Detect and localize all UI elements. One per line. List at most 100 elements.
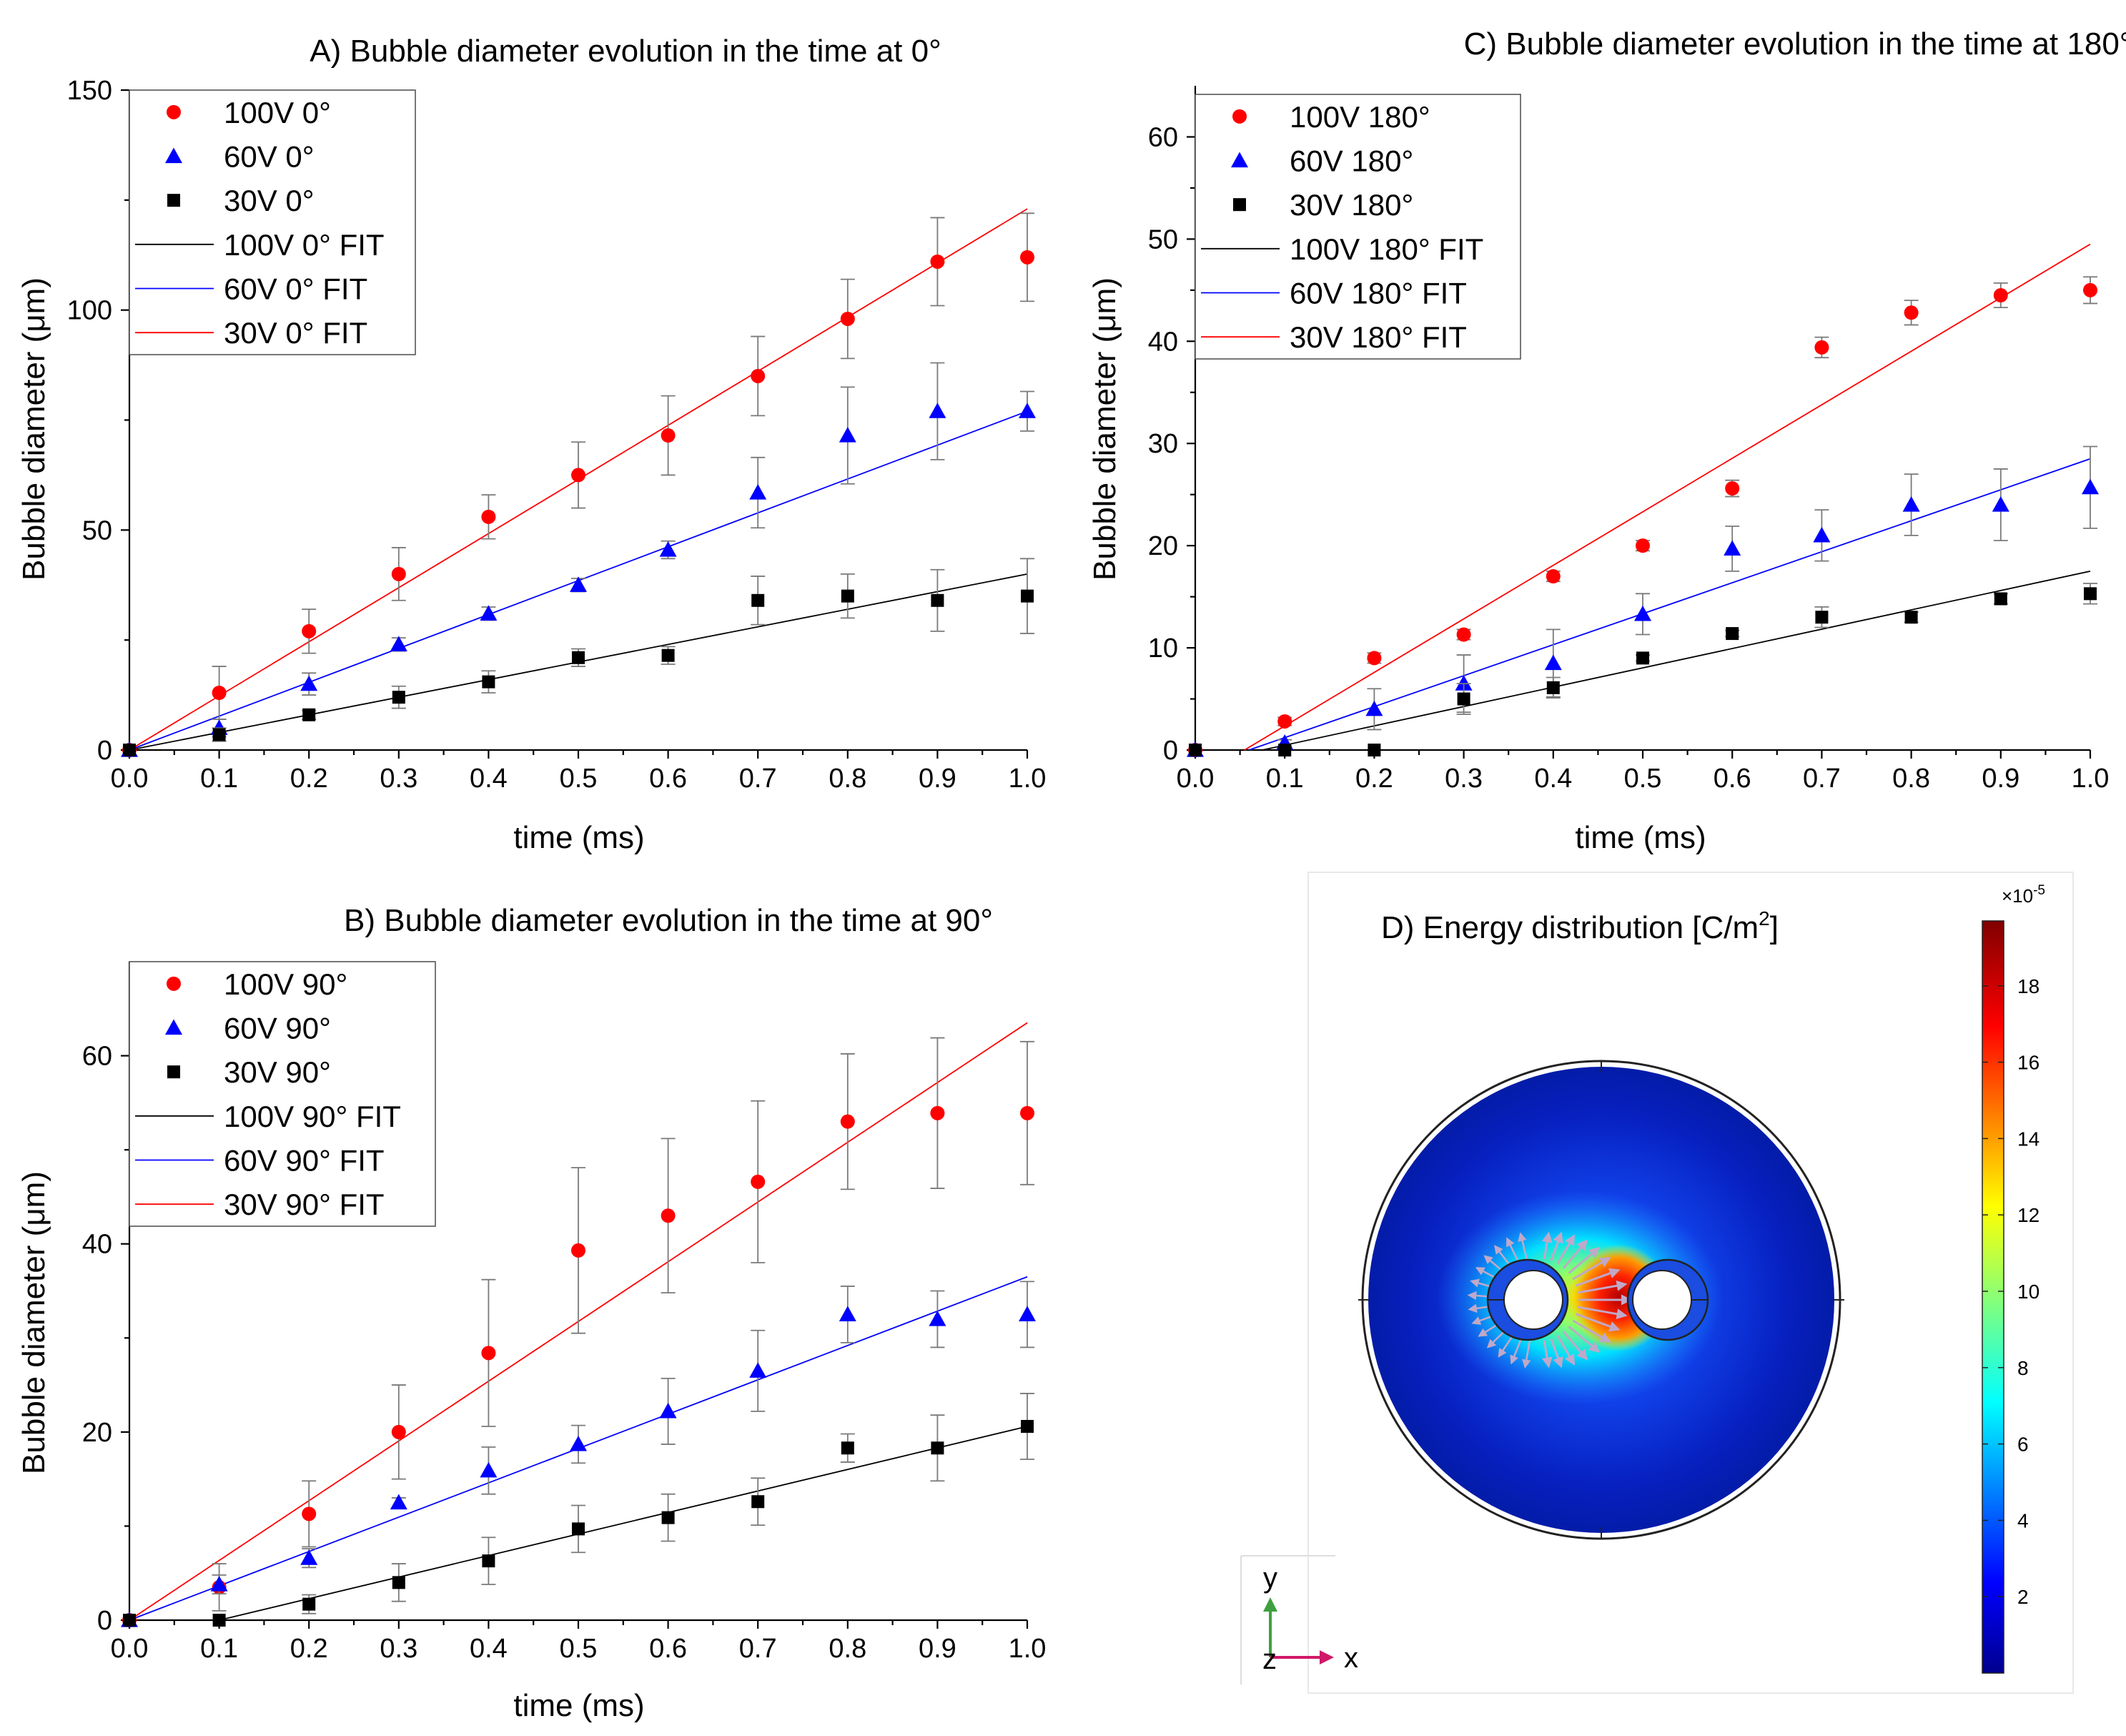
colorbar-tick-label: 8 bbox=[2017, 1357, 2029, 1379]
data-point bbox=[839, 427, 856, 443]
data-point bbox=[1636, 651, 1649, 665]
chart-title: A) Bubble diameter evolution in the time… bbox=[310, 34, 941, 69]
x-tick-label: 0.4 bbox=[470, 1634, 508, 1664]
data-point bbox=[1546, 681, 1560, 694]
x-tick-label: 0.7 bbox=[1803, 764, 1841, 794]
x-axis-name: x bbox=[1344, 1642, 1358, 1674]
data-point bbox=[123, 744, 136, 756]
x-tick-label: 0.0 bbox=[1177, 764, 1215, 794]
legend-label: 30V 90° FIT bbox=[224, 1188, 385, 1221]
field-arrow bbox=[1563, 1331, 1588, 1361]
data-point bbox=[751, 1174, 766, 1189]
x-tick-label: 0.8 bbox=[829, 1634, 866, 1664]
colorbar-tick-label: 18 bbox=[2017, 975, 2040, 997]
x-axis-label: time (ms) bbox=[513, 1688, 644, 1723]
y-tick-label: 50 bbox=[1148, 225, 1178, 255]
x-tick-label: 0.0 bbox=[111, 1634, 149, 1664]
data-point bbox=[482, 1554, 495, 1568]
legend-label: 60V 90° FIT bbox=[224, 1144, 385, 1178]
data-points bbox=[121, 212, 1036, 757]
y-tick-label: 150 bbox=[67, 76, 112, 106]
x-axis-label: time (ms) bbox=[1575, 820, 1706, 855]
data-point bbox=[1546, 569, 1561, 584]
data-point bbox=[1189, 744, 1202, 756]
y-tick-label: 60 bbox=[1148, 122, 1178, 152]
data-point bbox=[1813, 526, 1831, 543]
data-point bbox=[1367, 651, 1382, 666]
x-tick-label: 0.4 bbox=[1534, 764, 1572, 794]
legend-label: 100V 0° FIT bbox=[224, 228, 385, 262]
data-point bbox=[1021, 589, 1034, 603]
data-points bbox=[121, 1037, 1036, 1627]
fit-lines bbox=[1244, 243, 2091, 751]
data-point bbox=[841, 1441, 854, 1455]
data-point bbox=[751, 593, 765, 607]
y-tick-label: 40 bbox=[1148, 327, 1178, 357]
chart-axes: 0.0 0.1 0.2 0.3 0.4 0.5 0.6 0.7 0.8 0.9 1.0 0 10 20 30… bbox=[1148, 86, 2109, 794]
field-arrow bbox=[1575, 1268, 1621, 1287]
data-point bbox=[840, 1114, 855, 1129]
field-arrow bbox=[1575, 1313, 1621, 1332]
data-point bbox=[123, 1614, 136, 1627]
x-axis-label: time (ms) bbox=[513, 820, 644, 855]
field-arrow bbox=[1563, 1239, 1588, 1269]
data-point bbox=[302, 708, 316, 721]
data-point bbox=[840, 311, 855, 326]
data-point bbox=[2084, 587, 2097, 601]
legend-marker bbox=[1233, 198, 1246, 212]
colorbar-tick-label: 6 bbox=[2017, 1434, 2029, 1456]
field-arrow bbox=[1506, 1237, 1520, 1263]
data-point bbox=[481, 509, 496, 524]
chart-legend: 100V 90° 60V 90° 30V 90° 100V 90° FIT 60V 90… bbox=[129, 961, 436, 1227]
data-point bbox=[1020, 250, 1034, 265]
colorbar-tick-label: 16 bbox=[2017, 1052, 2040, 1074]
chart-title: B) Bubble diameter evolution in the time… bbox=[344, 903, 993, 938]
data-point bbox=[749, 1362, 767, 1378]
legend-label: 60V 180° bbox=[1290, 144, 1413, 178]
data-point bbox=[1021, 1419, 1034, 1433]
data-point bbox=[390, 1494, 407, 1510]
fit-line bbox=[1262, 571, 2091, 751]
data-point bbox=[1993, 287, 2008, 302]
z-axis-name: z bbox=[1262, 1644, 1277, 1675]
x-tick-label: 0.1 bbox=[200, 1634, 238, 1664]
data-point bbox=[210, 1576, 228, 1592]
legend-label: 100V 90° bbox=[224, 967, 347, 1001]
fit-line bbox=[1248, 458, 2091, 751]
y-tick-label: 20 bbox=[82, 1418, 112, 1448]
chart-axes: 0.0 0.1 0.2 0.3 0.4 0.5 0.6 0.7 0.8 0.9 1.0 0 50 100 1… bbox=[67, 76, 1047, 794]
legend-marker bbox=[165, 147, 182, 164]
field-arrow bbox=[1568, 1326, 1601, 1353]
legend-label: 30V 0° bbox=[224, 184, 315, 217]
legend-marker bbox=[165, 1019, 182, 1035]
data-point bbox=[839, 1306, 856, 1321]
field-arrow bbox=[1522, 1340, 1531, 1369]
data-point bbox=[391, 1424, 406, 1439]
data-point bbox=[1544, 654, 1562, 671]
legend-label: 30V 90° bbox=[224, 1055, 331, 1089]
y-tick-label: 0 bbox=[97, 736, 112, 766]
data-point bbox=[1019, 1306, 1036, 1321]
field-arrow bbox=[1541, 1340, 1553, 1368]
legend-label: 60V 180° FIT bbox=[1290, 277, 1467, 310]
x-tick-label: 0.1 bbox=[200, 764, 238, 794]
data-point bbox=[1457, 692, 1470, 706]
right-electrode bbox=[1626, 1258, 1709, 1341]
data-point bbox=[480, 605, 498, 621]
y-tick-label: 40 bbox=[82, 1230, 112, 1260]
x-tick-label: 0.3 bbox=[380, 764, 417, 794]
data-point bbox=[930, 1105, 945, 1120]
data-points bbox=[1187, 276, 2099, 757]
data-point bbox=[659, 541, 677, 557]
colorbar bbox=[1982, 920, 2004, 1674]
data-point bbox=[1902, 495, 1920, 512]
data-point bbox=[1725, 481, 1740, 496]
colorbar-tick-label: 14 bbox=[2017, 1128, 2040, 1150]
data-point bbox=[300, 675, 318, 691]
data-point bbox=[572, 651, 585, 664]
data-point bbox=[1456, 627, 1471, 642]
data-point bbox=[661, 648, 675, 662]
data-point bbox=[749, 484, 767, 500]
legend-label: 60V 0° FIT bbox=[224, 272, 367, 306]
data-point bbox=[1994, 592, 2007, 606]
